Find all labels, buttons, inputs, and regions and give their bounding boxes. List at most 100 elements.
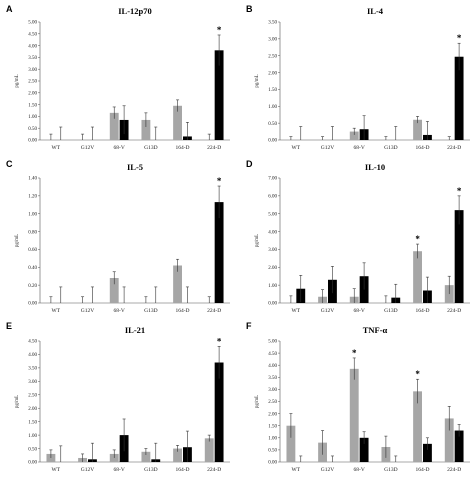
- bar-series-1: [286, 425, 296, 462]
- panel-d: D IL-10 0.00 1.00 2.00 3.00 4.00 5.00 6.00 7.00 pg…: [246, 159, 470, 314]
- panel-letter: D: [246, 159, 253, 169]
- y-tick-label: 0.20: [28, 284, 37, 289]
- bar-series-2: [454, 56, 464, 140]
- y-tick-label: 0.50: [28, 447, 37, 452]
- y-tick-label: 5.00: [268, 212, 277, 217]
- panel-letter: B: [246, 4, 253, 14]
- x-category-label: 224-D: [447, 308, 461, 314]
- y-tick-label: 1.40: [28, 177, 37, 182]
- chart-title: IL-5: [127, 162, 143, 172]
- chart-title: IL-21: [125, 325, 145, 335]
- y-tick-label: 2.00: [268, 412, 277, 417]
- x-category-label: 164-D: [415, 467, 429, 473]
- x-category-label: 164-D: [175, 467, 189, 473]
- bar-series-1: [109, 112, 119, 140]
- y-tick-label: 3.50: [268, 21, 277, 26]
- chart-title: IL-12p70: [118, 6, 152, 16]
- y-tick-label: 1.00: [268, 284, 277, 289]
- panel-letter: C: [6, 159, 13, 169]
- y-tick-label: 7.00: [268, 177, 277, 182]
- y-tick-label: 1.50: [268, 88, 277, 93]
- y-axis-label: pg/mL: [255, 74, 260, 87]
- y-tick-label: 0.50: [268, 122, 277, 127]
- x-category-label: 68-V: [354, 145, 365, 151]
- y-axis-label: pg/mL: [255, 234, 260, 247]
- bar-series-1: [349, 131, 359, 140]
- panel-b: B IL-4 0.00 0.50 1.00 1.50 2.00 2.50 3.00 3.50 pg/…: [246, 4, 470, 151]
- x-category-label: WT: [52, 308, 61, 314]
- y-tick-label: 0.60: [28, 248, 37, 253]
- y-tick-label: 2.50: [28, 393, 37, 398]
- y-tick-label: 5.00: [268, 340, 277, 345]
- bar-series-2: [454, 430, 464, 462]
- y-tick-label: 3.00: [268, 38, 277, 43]
- significance-star: *: [415, 234, 420, 244]
- x-category-label: WT: [52, 145, 61, 151]
- y-tick-label: 2.50: [268, 400, 277, 405]
- x-category-label: G13D: [144, 145, 157, 151]
- y-tick-label: 3.00: [268, 388, 277, 393]
- x-category-label: G12V: [321, 145, 334, 151]
- y-tick-label: 3.00: [268, 248, 277, 253]
- x-category-label: 224-D: [207, 308, 221, 314]
- significance-star: *: [457, 186, 462, 196]
- x-category-label: WT: [292, 308, 301, 314]
- x-category-label: G12V: [321, 308, 334, 314]
- panel-f: F TNF-α 0.00 0.50 1.00 1.50 2.00 2.50 3.00 3.50 4.…: [246, 321, 470, 473]
- x-category-label: 224-D: [207, 145, 221, 151]
- x-category-label: 68-V: [354, 467, 365, 473]
- y-tick-label: 0.50: [28, 127, 37, 132]
- significance-star: *: [217, 25, 222, 35]
- y-tick-label: 4.00: [28, 353, 37, 358]
- x-category-label: G12V: [321, 467, 334, 473]
- x-category-label: G12V: [81, 467, 94, 473]
- y-tick-label: 4.50: [28, 340, 37, 345]
- bar-series-1: [413, 119, 422, 140]
- bar-series-1: [444, 418, 454, 462]
- y-tick-label: 3.50: [268, 376, 277, 381]
- bar-series-1: [413, 391, 422, 462]
- x-category-label: 224-D: [447, 145, 461, 151]
- x-category-label: G13D: [384, 467, 397, 473]
- y-tick-label: 2.00: [28, 407, 37, 412]
- y-tick-label: 1.50: [28, 420, 37, 425]
- x-category-label: 164-D: [175, 145, 189, 151]
- x-category-label: 224-D: [447, 467, 461, 473]
- x-category-label: G12V: [81, 145, 94, 151]
- chart-title: IL-4: [367, 6, 384, 16]
- bar-series-1: [349, 368, 359, 462]
- bar-series-1: [173, 265, 182, 303]
- y-tick-label: 2.50: [268, 54, 277, 59]
- y-tick-label: 0.80: [28, 230, 37, 235]
- x-category-label: G13D: [384, 145, 397, 151]
- y-tick-label: 4.00: [268, 230, 277, 235]
- panel-a: A IL-12p70 0.00 0.50 1.00 1.50 2.00 2.50 3.00 3.5…: [6, 4, 230, 151]
- panel-c: C IL-5 0.00 0.20 0.40 0.60 0.80 1.00 1.20 1.40 pg/…: [6, 159, 230, 314]
- y-tick-label: 5.00: [28, 21, 37, 26]
- y-tick-label: 0.00: [28, 302, 37, 307]
- x-category-label: 68-V: [114, 467, 125, 473]
- y-tick-label: 0.40: [28, 266, 37, 271]
- y-tick-label: 1.50: [28, 103, 37, 108]
- chart-title: TNF-α: [363, 325, 388, 335]
- significance-star: *: [352, 348, 357, 358]
- y-tick-label: 3.50: [28, 56, 37, 61]
- x-category-label: WT: [52, 467, 61, 473]
- bar-series-2: [214, 50, 224, 140]
- bar-series-1: [141, 451, 151, 462]
- y-tick-label: 1.00: [28, 212, 37, 217]
- significance-star: *: [415, 369, 420, 379]
- chart-title: IL-10: [365, 162, 385, 172]
- y-tick-label: 3.00: [28, 380, 37, 385]
- y-tick-label: 4.00: [268, 364, 277, 369]
- bar-series-1: [173, 448, 182, 462]
- x-category-label: G13D: [144, 308, 157, 314]
- bar-series-2: [214, 202, 224, 303]
- significance-star: *: [217, 336, 222, 346]
- bar-series-1: [413, 251, 422, 303]
- panel-letter: E: [6, 321, 12, 331]
- y-tick-label: 3.00: [28, 68, 37, 73]
- y-tick-label: 4.00: [28, 44, 37, 49]
- y-tick-label: 2.00: [268, 266, 277, 271]
